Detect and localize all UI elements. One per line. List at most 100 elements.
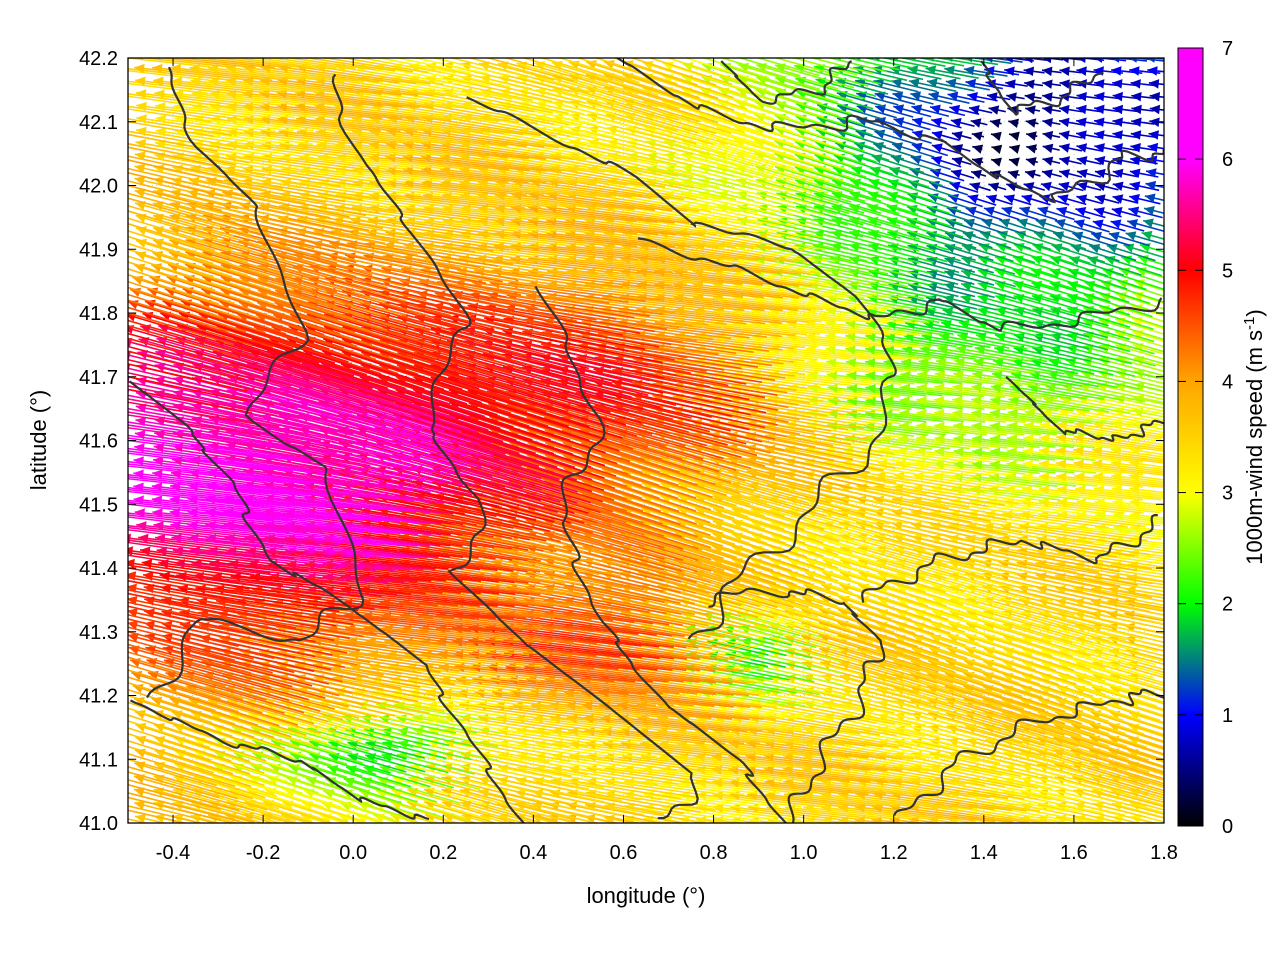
vector-head: [82, 520, 92, 529]
vector-shaft: [769, 663, 871, 689]
vector-shaft: [1092, 661, 1164, 684]
vector-shaft: [343, 778, 418, 803]
vector-shaft: [239, 637, 371, 664]
vector-head: [524, 662, 535, 672]
vector-shaft: [676, 729, 789, 744]
vector-shaft: [1055, 803, 1142, 823]
vector-shaft: [658, 690, 771, 708]
vector-shaft: [134, 762, 254, 800]
vector-shaft: [162, 646, 313, 687]
vector-head: [115, 483, 125, 493]
vector-head: [838, 790, 849, 801]
vector-shaft: [474, 690, 603, 708]
vector-head: [97, 788, 108, 797]
vector-shaft: [276, 650, 402, 675]
vector-shaft: [856, 780, 970, 798]
vector-shaft: [300, 814, 329, 823]
vector-shaft: [167, 684, 299, 726]
vector-head: [622, 752, 633, 762]
vector-shaft: [258, 650, 384, 676]
vector-shaft: [1074, 816, 1105, 823]
vector-shaft: [1070, 749, 1164, 780]
vector-shaft: [394, 765, 481, 791]
vector-shaft: [1058, 674, 1158, 707]
vector-shaft: [891, 779, 1009, 800]
vector-head: [532, 714, 544, 724]
vector-shaft: [392, 777, 487, 806]
vector-shaft: [640, 755, 752, 770]
vector-shaft: [696, 806, 802, 821]
vector-head: [764, 777, 775, 788]
vector-shaft: [228, 788, 331, 823]
vector-shaft: [948, 805, 1055, 823]
vector-head: [99, 736, 110, 745]
vector-shaft: [128, 805, 204, 823]
vector-shaft: [876, 674, 983, 707]
vector-shaft: [514, 802, 599, 823]
vector-head: [103, 533, 113, 542]
vector-shaft: [624, 805, 730, 823]
vector-head: [99, 418, 109, 427]
vector-head: [128, 697, 129, 698]
vector-shaft: [169, 697, 292, 738]
vector-shaft: [568, 742, 679, 758]
vector-head: [505, 662, 516, 672]
vector-shaft: [712, 806, 824, 821]
vector-shaft: [384, 640, 512, 656]
vector-shaft: [1058, 649, 1155, 679]
vector-shaft: [550, 717, 664, 732]
vector-shaft: [341, 790, 424, 818]
vector-shaft: [697, 704, 797, 720]
vector-head: [101, 711, 112, 720]
vector-shaft: [128, 643, 231, 675]
vector-head: [100, 404, 111, 413]
vector-shaft: [128, 740, 234, 775]
vector-shaft: [694, 729, 806, 745]
vector-shaft: [746, 793, 866, 808]
vector-shaft: [270, 739, 348, 765]
vector-shaft: [783, 728, 899, 749]
vector-shaft: [695, 781, 803, 795]
vector-shaft: [229, 712, 328, 744]
vector-head: [617, 700, 628, 711]
vector-shaft: [128, 720, 211, 749]
vector-head: [802, 790, 814, 801]
vector-shaft: [711, 768, 828, 782]
vector-shaft: [838, 793, 952, 809]
vector-shaft: [623, 817, 655, 823]
vector-shaft: [134, 815, 168, 823]
vector-shaft: [246, 788, 349, 823]
vector-shaft: [280, 813, 311, 823]
vector-shaft: [782, 767, 903, 784]
vector-shaft: [639, 742, 756, 757]
vector-shaft: [677, 755, 786, 769]
vector-head: [115, 470, 125, 480]
vector-shaft: [425, 764, 534, 793]
vector-shaft: [232, 764, 319, 794]
vector-shaft: [766, 715, 880, 736]
vector-shaft: [248, 776, 342, 808]
vector-shaft: [928, 792, 1041, 812]
vector-head: [564, 688, 575, 698]
vector-shaft: [479, 753, 588, 776]
vector-head: [643, 803, 655, 813]
vector-shaft: [252, 739, 332, 766]
vector-shaft: [603, 755, 719, 771]
vector-shaft: [946, 725, 1060, 758]
vector-shaft: [388, 665, 501, 682]
vector-shaft: [745, 780, 869, 796]
vector-shaft: [149, 684, 280, 727]
vector-head: [745, 752, 756, 762]
vector-shaft: [660, 768, 764, 782]
vector-shaft: [875, 766, 986, 787]
vector-shaft: [873, 779, 990, 799]
vector-shaft: [765, 793, 883, 808]
vector-shaft: [128, 809, 189, 823]
vector-shaft: [964, 711, 1079, 748]
vector-shaft: [804, 819, 839, 823]
vector-head: [113, 288, 124, 297]
vector-shaft: [585, 791, 701, 814]
vector-shaft: [373, 690, 473, 709]
vector-shaft: [1054, 776, 1164, 808]
vector-shaft: [478, 789, 590, 819]
